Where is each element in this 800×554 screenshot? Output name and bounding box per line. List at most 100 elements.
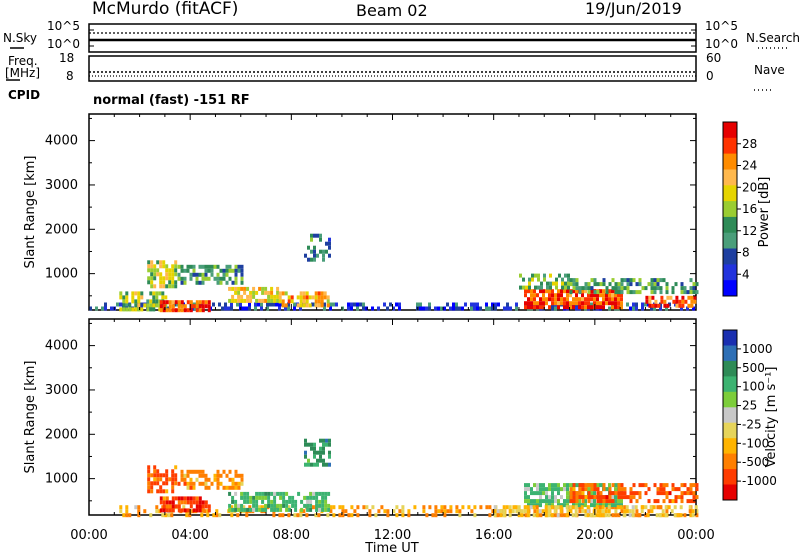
data-cell xyxy=(586,509,590,514)
colorbar-tick-label: 25 xyxy=(742,399,757,413)
data-cell xyxy=(398,306,401,311)
data-cell xyxy=(617,305,620,310)
data-cell xyxy=(155,505,159,510)
data-cell xyxy=(161,291,165,296)
data-cell xyxy=(659,302,662,307)
data-cell xyxy=(679,505,683,510)
data-cell xyxy=(377,509,381,514)
data-cell xyxy=(302,295,306,300)
data-cell xyxy=(656,487,660,492)
data-cell xyxy=(326,299,330,304)
data-cell xyxy=(315,491,319,496)
data-cell xyxy=(617,513,621,518)
data-cell xyxy=(171,264,175,269)
data-cell xyxy=(201,308,205,313)
data-cell xyxy=(243,290,247,295)
data-cell xyxy=(568,509,572,514)
data-cell xyxy=(680,483,684,488)
data-cell xyxy=(660,299,664,304)
freq-label-line2: [MHz] xyxy=(5,66,41,80)
data-cell xyxy=(246,298,250,303)
data-cell xyxy=(267,294,271,299)
data-cell xyxy=(593,290,597,295)
data-cell xyxy=(288,495,292,500)
data-cell xyxy=(572,286,576,291)
data-cell xyxy=(524,293,527,298)
data-cell xyxy=(204,268,208,273)
data-cell xyxy=(201,272,205,277)
data-cell xyxy=(434,509,438,514)
date-label: 19/Jun/2019 xyxy=(585,0,682,18)
data-cell xyxy=(596,487,600,492)
data-cell xyxy=(234,264,238,269)
data-cell xyxy=(631,513,635,518)
data-cell xyxy=(533,503,536,508)
data-cell xyxy=(608,487,612,492)
data-cell xyxy=(530,289,533,294)
data-cell xyxy=(300,499,304,504)
data-cell xyxy=(313,446,316,451)
data-cell xyxy=(150,473,154,478)
data-cell xyxy=(104,302,107,307)
data-cell xyxy=(201,481,205,486)
data-cell xyxy=(517,513,521,518)
data-cell xyxy=(321,495,325,500)
data-cell xyxy=(165,489,169,494)
data-cell xyxy=(428,505,432,510)
data-cell xyxy=(150,280,154,285)
data-cell xyxy=(584,483,588,488)
data-cell xyxy=(305,513,309,518)
data-cell xyxy=(586,505,590,510)
data-cell xyxy=(359,302,362,307)
data-cell xyxy=(623,286,627,291)
data-cell xyxy=(614,301,617,306)
data-cell xyxy=(234,503,238,508)
data-cell xyxy=(291,499,295,504)
data-cell xyxy=(180,496,184,501)
data-cell xyxy=(168,276,172,281)
data-cell xyxy=(174,465,178,470)
data-cell xyxy=(593,503,596,508)
data-cell xyxy=(650,278,654,283)
data-cell xyxy=(137,513,141,518)
data-cell xyxy=(356,505,360,510)
data-cell xyxy=(464,302,467,307)
data-cell xyxy=(650,286,654,291)
data-cell xyxy=(386,513,390,518)
data-cell xyxy=(255,499,259,504)
data-cell xyxy=(316,458,319,463)
data-cell xyxy=(201,469,205,474)
data-cell xyxy=(608,297,611,302)
data-cell xyxy=(620,509,624,514)
data-cell xyxy=(332,302,335,307)
data-cell xyxy=(293,306,296,311)
data-cell xyxy=(192,272,196,277)
data-cell xyxy=(571,505,575,510)
data-cell xyxy=(299,303,303,308)
data-cell xyxy=(264,507,268,512)
data-cell xyxy=(557,305,560,310)
data-cell xyxy=(422,306,425,311)
data-cell xyxy=(230,306,233,311)
colorbar-swatch xyxy=(723,232,737,249)
data-cell xyxy=(537,285,540,290)
data-cell xyxy=(320,291,324,296)
data-cell xyxy=(620,487,624,492)
data-cell xyxy=(245,513,249,518)
data-cell xyxy=(204,264,208,269)
data-cell xyxy=(571,513,575,518)
data-cell xyxy=(569,483,572,488)
data-cell xyxy=(171,268,175,273)
data-cell xyxy=(119,302,122,307)
data-cell xyxy=(681,295,685,300)
data-cell xyxy=(644,286,648,291)
data-cell xyxy=(312,495,316,500)
data-cell xyxy=(368,509,372,514)
data-cell xyxy=(294,507,298,512)
data-cell xyxy=(422,509,426,514)
data-cell xyxy=(153,268,157,273)
data-cell xyxy=(207,308,211,313)
data-cell xyxy=(230,302,233,307)
data-cell xyxy=(221,306,224,311)
data-cell xyxy=(365,306,368,311)
